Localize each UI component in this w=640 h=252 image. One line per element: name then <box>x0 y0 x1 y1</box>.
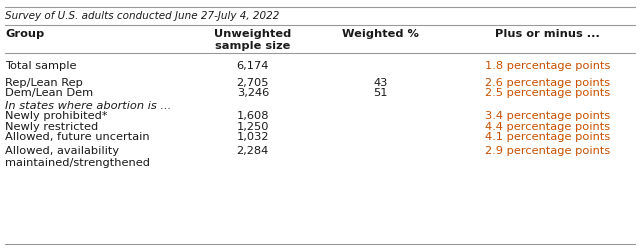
Text: Newly restricted: Newly restricted <box>5 122 99 132</box>
Text: Dem/Lean Dem: Dem/Lean Dem <box>5 88 93 98</box>
Text: 6,174: 6,174 <box>237 61 269 71</box>
Text: 3,246: 3,246 <box>237 88 269 98</box>
Text: 1,608: 1,608 <box>237 111 269 121</box>
Text: 2.6 percentage points: 2.6 percentage points <box>484 78 610 88</box>
Text: Rep/Lean Rep: Rep/Lean Rep <box>5 78 83 88</box>
Text: Newly prohibited*: Newly prohibited* <box>5 111 108 121</box>
Text: 51: 51 <box>374 88 388 98</box>
Text: Unweighted
sample size: Unweighted sample size <box>214 29 291 51</box>
Text: 1,032: 1,032 <box>237 132 269 142</box>
Text: Total sample: Total sample <box>5 61 77 71</box>
Text: 1,250: 1,250 <box>237 122 269 132</box>
Text: 2,284: 2,284 <box>237 146 269 156</box>
Text: Plus or minus ...: Plus or minus ... <box>495 29 600 39</box>
Text: Weighted %: Weighted % <box>342 29 419 39</box>
Text: 2.9 percentage points: 2.9 percentage points <box>484 146 610 156</box>
Text: 2.5 percentage points: 2.5 percentage points <box>484 88 610 98</box>
Text: In states where abortion is ...: In states where abortion is ... <box>5 101 172 111</box>
Text: 1.8 percentage points: 1.8 percentage points <box>484 61 610 71</box>
Text: 4.1 percentage points: 4.1 percentage points <box>484 132 610 142</box>
Text: 2,705: 2,705 <box>237 78 269 88</box>
Text: Survey of U.S. adults conducted June 27-July 4, 2022: Survey of U.S. adults conducted June 27-… <box>5 11 280 21</box>
Text: Group: Group <box>5 29 44 39</box>
Text: Allowed, availability
maintained/strengthened: Allowed, availability maintained/strengt… <box>5 146 150 168</box>
Text: 43: 43 <box>374 78 388 88</box>
Text: 4.4 percentage points: 4.4 percentage points <box>484 122 610 132</box>
Text: Allowed, future uncertain: Allowed, future uncertain <box>5 132 150 142</box>
Text: 3.4 percentage points: 3.4 percentage points <box>484 111 610 121</box>
